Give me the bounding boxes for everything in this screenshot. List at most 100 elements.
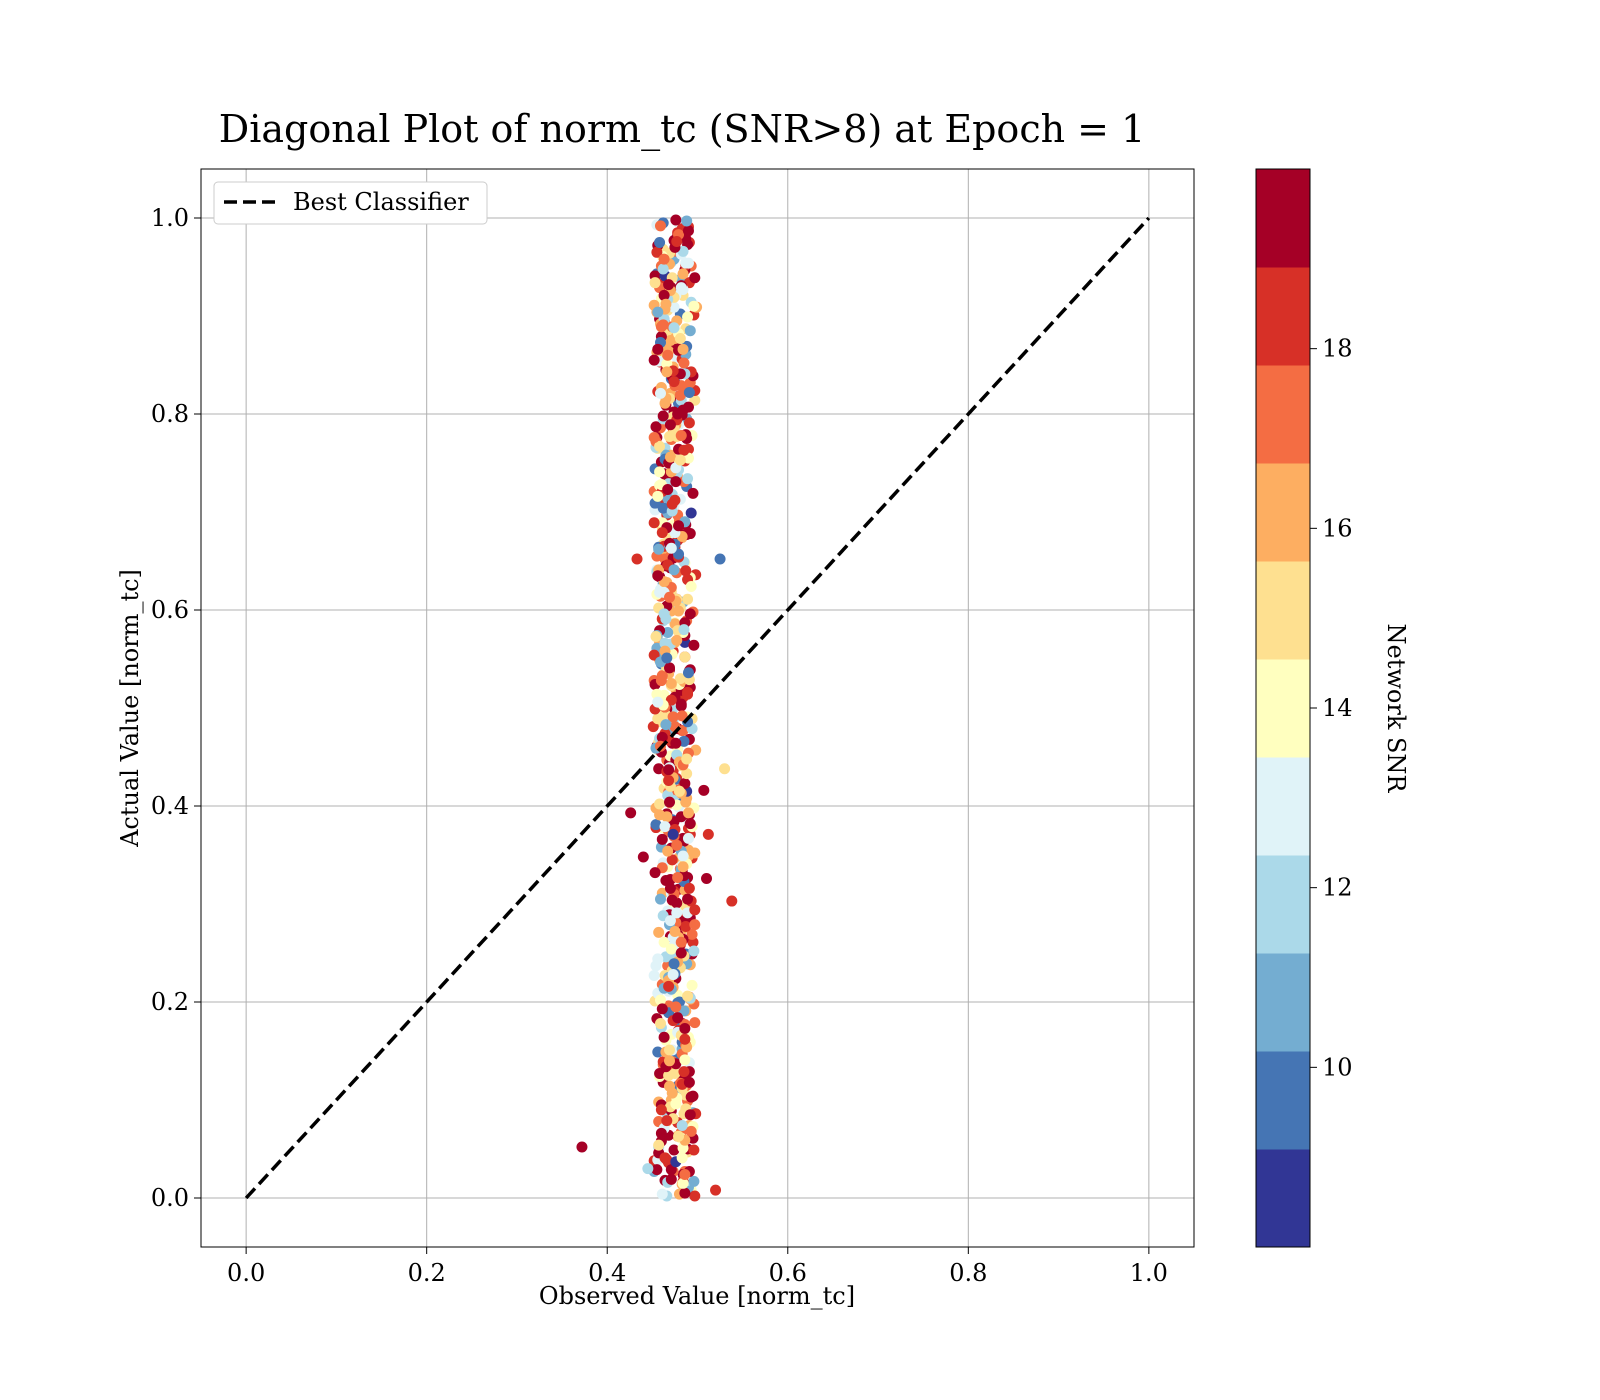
data-point [683,882,695,894]
data-point [657,263,669,275]
legend-label: Best Classifier [293,188,469,216]
data-point [675,282,687,294]
data-point [648,354,660,366]
data-point [665,943,677,955]
data-point [682,401,694,413]
data-point [672,1012,684,1024]
data-point [659,637,671,649]
data-point [680,565,692,577]
x-tick-label: 0.4 [588,1259,626,1287]
data-point [658,1031,670,1043]
data-point [667,969,679,981]
data-point [668,376,680,388]
data-point [654,994,666,1006]
best-classifier-line [244,216,1151,1200]
data-point [663,980,675,992]
data-point [654,798,666,810]
data-point [657,410,669,422]
data-point [686,928,698,940]
colorbar-segment [1256,463,1310,562]
data-point [688,1144,700,1156]
data-point [658,936,670,948]
data-point [726,895,738,907]
data-point [660,719,672,731]
x-tick-label: 0.2 [408,1259,446,1287]
data-point [665,694,677,706]
data-point [656,527,668,539]
data-point [674,673,686,685]
data-point [685,507,697,519]
data-point [679,1187,691,1199]
data-point [683,1076,695,1088]
data-point [669,925,681,937]
data-point [670,214,682,226]
data-point [672,872,684,884]
data-point [649,867,661,879]
data-point [701,873,713,885]
data-point [681,753,693,765]
data-point [684,325,696,337]
data-point [655,1127,667,1139]
data-point [684,818,696,830]
colorbar-segment [1256,1051,1310,1150]
colorbar-tick-label: 12 [1322,874,1353,902]
data-point [675,698,687,710]
data-point [689,272,701,284]
data-point [680,921,692,933]
data-point [678,624,690,636]
x-axis-label: Observed Value [norm_tc] [539,1282,855,1310]
data-point [652,713,664,725]
data-point [678,357,690,369]
plot-frame [200,168,1195,1248]
data-point [642,1163,654,1175]
x-tick-label: 0.6 [769,1259,807,1287]
data-point [687,487,699,499]
data-point [665,678,677,689]
colorbar-segment [1256,953,1310,1052]
data-point [685,580,697,592]
data-point [666,1087,678,1099]
data-point [649,277,661,289]
y-tick-label: 0.8 [151,400,189,428]
data-point [664,335,676,346]
data-point [654,466,666,478]
data-point [655,675,667,687]
data-point [673,785,685,797]
data-point [654,1018,666,1030]
data-point [662,483,674,495]
data-point [665,1173,677,1185]
data-point [676,1119,688,1131]
data-point [652,696,664,708]
colorbar-label: Network SNR [1382,624,1410,794]
data-point [682,686,694,698]
data-point [625,807,637,819]
data-point [686,979,698,991]
data-point [682,593,694,605]
data-point [648,517,660,529]
data-point [682,311,694,323]
data-point [674,333,686,345]
data-point [689,847,701,859]
colorbar-segment [1256,855,1310,954]
data-point [677,1177,689,1189]
data-point [670,1001,682,1013]
colorbar-tick-label: 14 [1322,694,1353,722]
data-point [662,845,674,857]
data-point [682,667,694,679]
data-point [689,1017,701,1029]
data-point [665,542,677,554]
colorbar-segment [1256,757,1310,856]
colorbar-ticks: 10 12 14 16 18 [1310,335,1353,1081]
y-tick-label: 0.4 [151,792,189,820]
data-point [674,454,686,466]
data-point [663,775,675,787]
data-point [655,321,667,333]
data-point [664,451,676,463]
legend-box [213,181,488,225]
data-point [652,1046,664,1058]
y-axis-ticks: 0.0 0.2 0.4 0.6 0.8 1.0 [151,204,201,1212]
data-point [682,832,694,844]
data-point [702,828,714,840]
data-point [676,710,688,722]
